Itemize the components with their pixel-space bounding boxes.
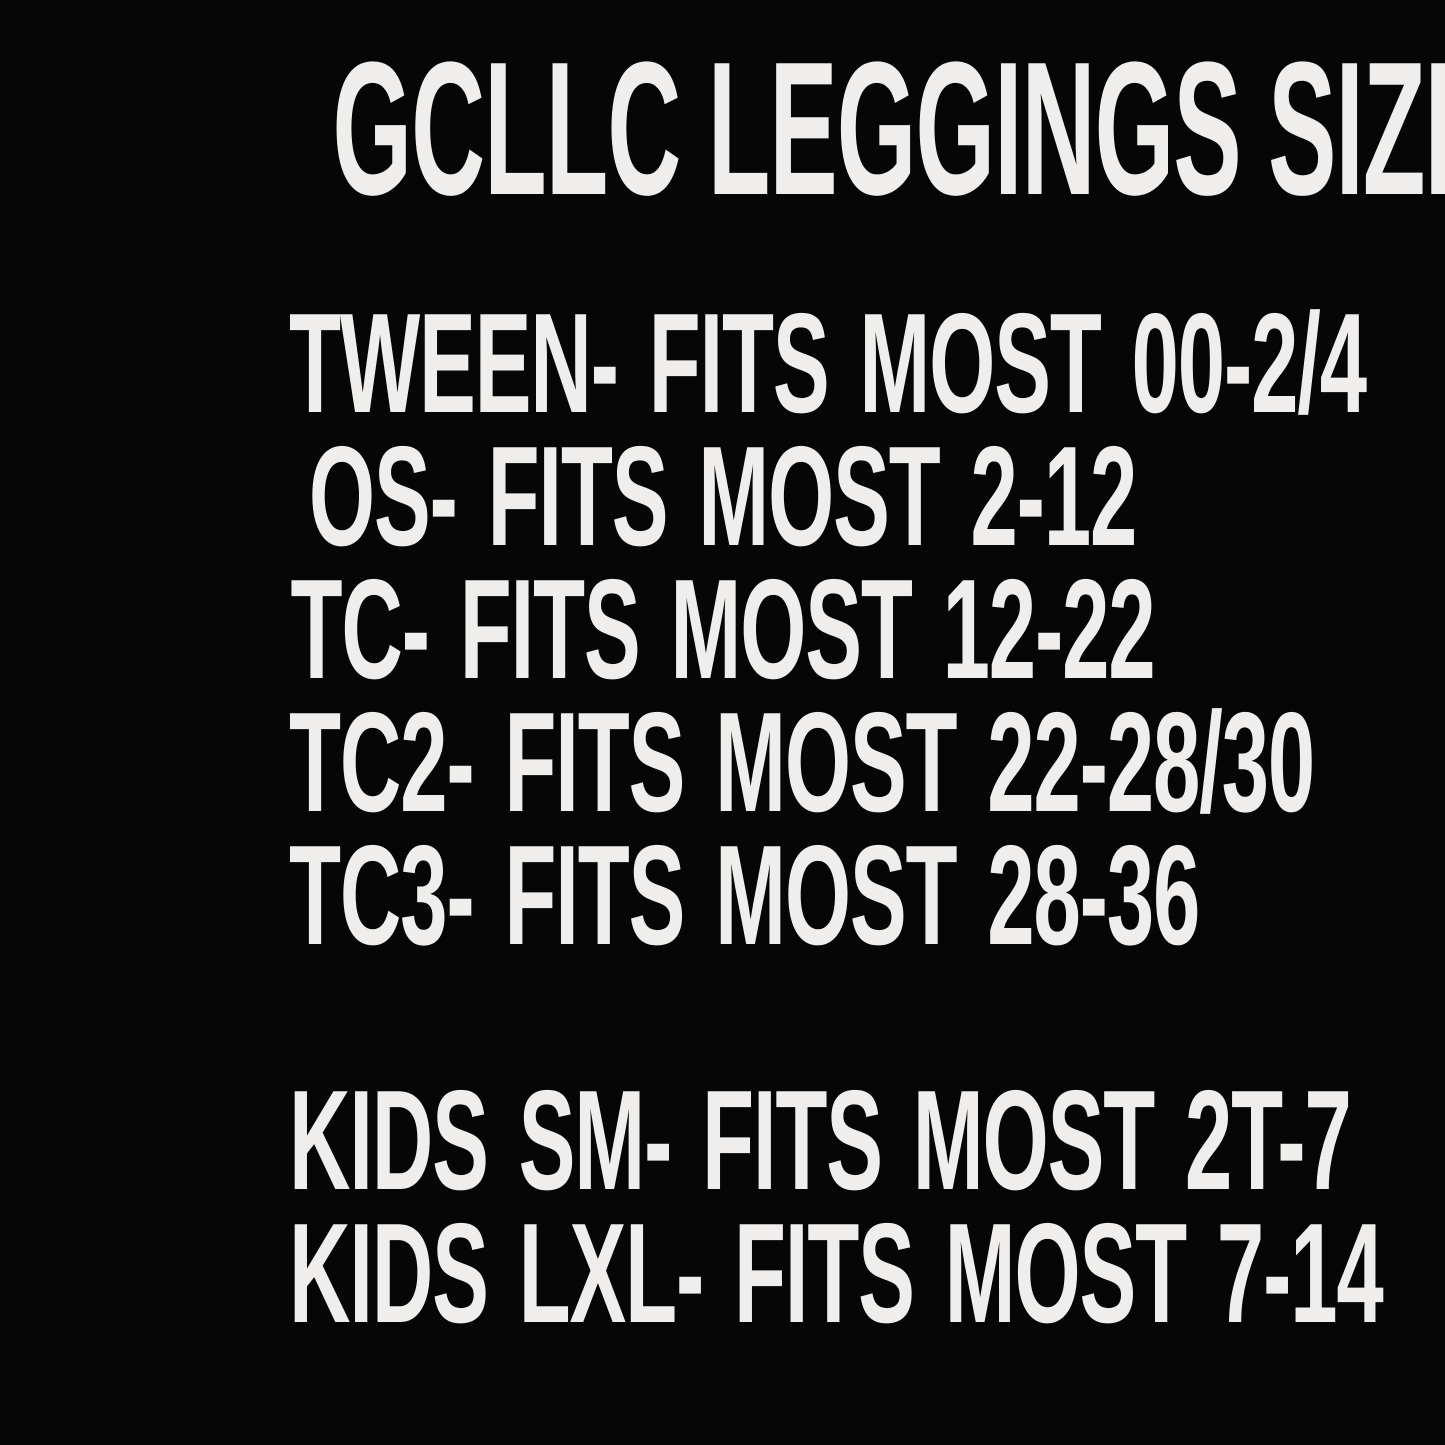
size-row-kids-sm: KIDS SM- FITS MOST 2T-7 [288, 1061, 1352, 1220]
size-row-tc3: TC3- FITS MOST 28-36 [288, 816, 1200, 975]
size-row-kids-lxl: KIDS LXL- FITS MOST 7-14 [288, 1194, 1384, 1353]
size-row-tc: TC- FITS MOST 12-22 [290, 550, 1156, 709]
kids-sizes-group: KIDS SM- FITS MOST 2T-7 KIDS LXL- FITS M… [0, 1061, 1445, 1353]
size-row-tween: TWEEN- FITS MOST 00-2/4 [288, 284, 1367, 443]
adult-sizes-group: TWEEN- FITS MOST 00-2/4 OS- FITS MOST 2-… [0, 284, 1445, 975]
page-title: GCLLC LEGGINGS SIZE CHART [332, 23, 1445, 235]
size-row-os: OS- FITS MOST 2-12 [308, 417, 1138, 576]
size-row-tc2: TC2- FITS MOST 22-28/30 [288, 683, 1315, 842]
